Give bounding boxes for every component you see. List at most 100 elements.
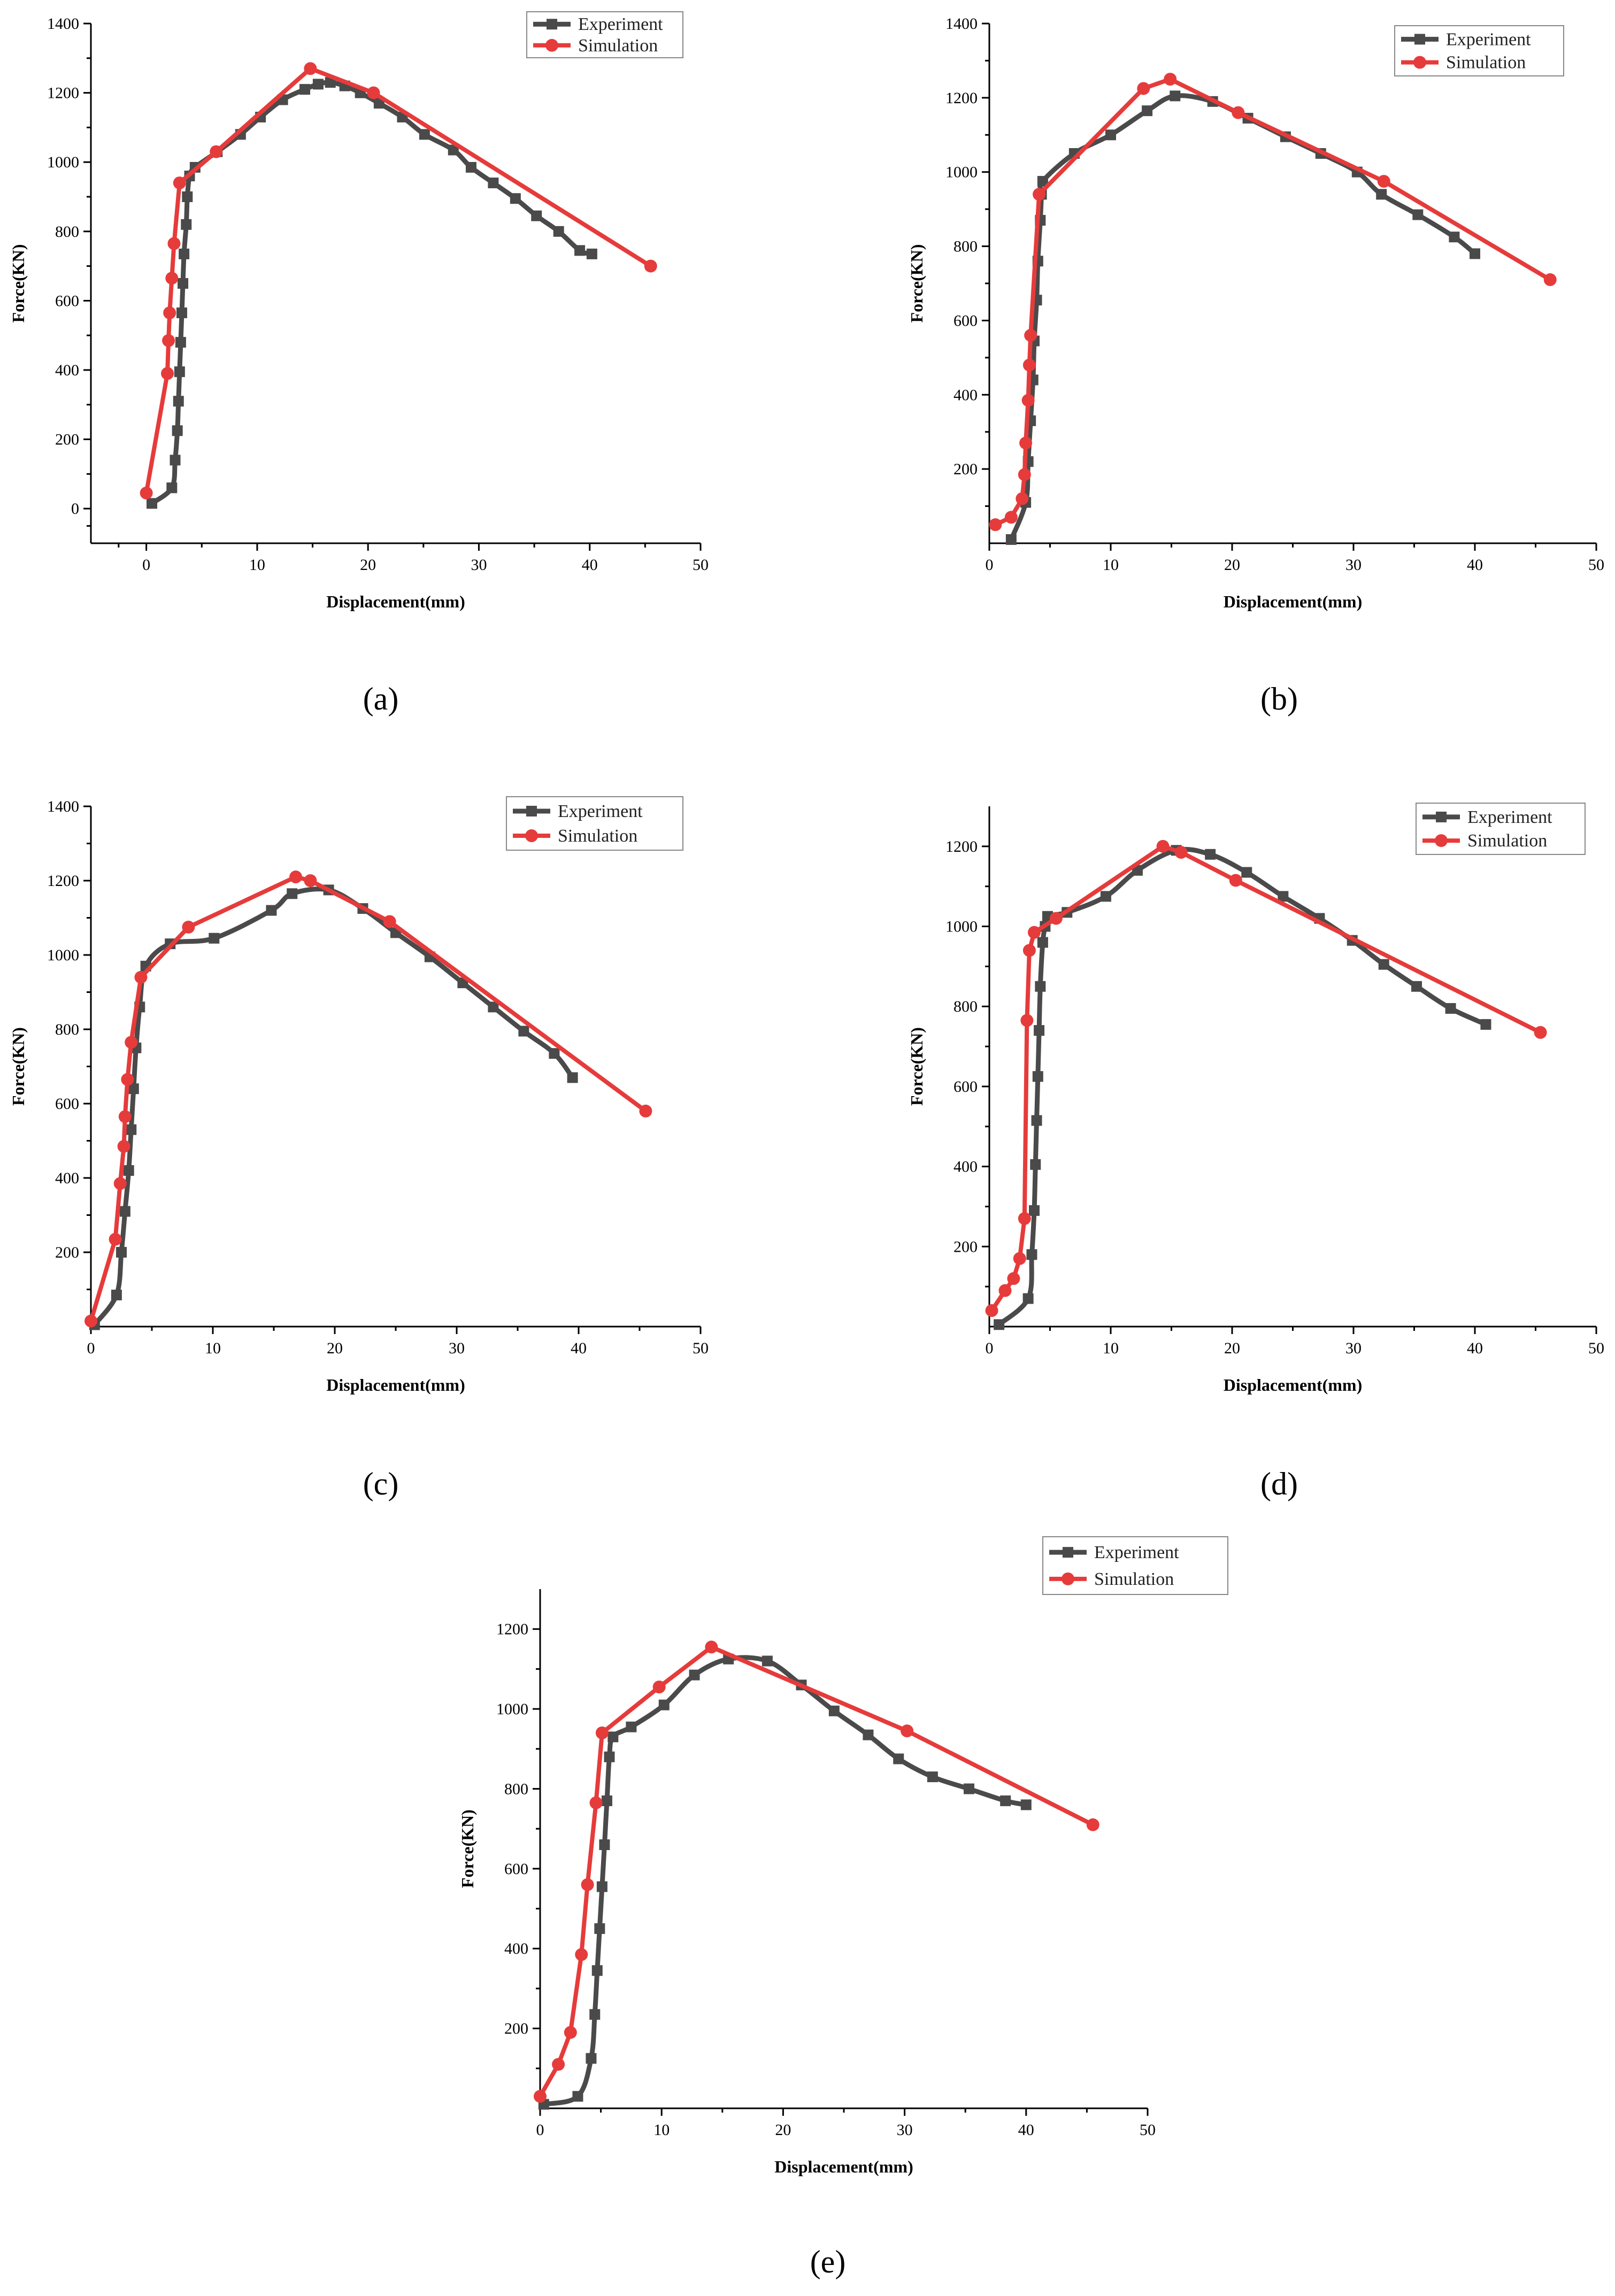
simulation-marker — [644, 259, 657, 273]
simulation-marker — [173, 176, 186, 190]
y-tick-label: 1200 — [945, 89, 978, 107]
experiment-marker — [572, 2091, 583, 2102]
simulation-marker — [1022, 358, 1036, 372]
y-tick-label: 200 — [953, 460, 978, 478]
x-tick-label: 30 — [1345, 1339, 1362, 1357]
y-tick-label: 800 — [55, 1021, 79, 1038]
simulation-marker — [1013, 1252, 1026, 1265]
experiment-marker — [170, 454, 181, 466]
experiment-marker — [601, 1795, 612, 1806]
y-tick-label: 1400 — [945, 15, 978, 33]
legend-swatch-marker — [1414, 34, 1425, 45]
experiment-marker — [863, 1729, 874, 1740]
legend-label: Simulation — [1446, 53, 1526, 73]
simulation-marker — [117, 1139, 130, 1153]
simulation-marker — [989, 518, 1002, 531]
experiment-line — [996, 846, 1488, 1327]
simulation-marker — [901, 1724, 914, 1738]
simulation-marker — [1022, 944, 1036, 957]
simulation-marker — [1156, 839, 1170, 853]
legend-item-experiment: Experiment — [513, 802, 643, 821]
legend-swatch-marker — [525, 829, 538, 842]
experiment-marker — [762, 1655, 773, 1667]
y-axis-title: Force(KN) — [9, 1027, 28, 1106]
x-tick-label: 30 — [1345, 556, 1362, 574]
series-experiment — [538, 1653, 1032, 2110]
legend-label: Experiment — [578, 14, 663, 34]
experiment-marker — [1376, 189, 1387, 200]
simulation-marker — [1020, 1014, 1034, 1027]
series-simulation — [140, 62, 657, 500]
legend: Experiment Simulation — [1042, 1536, 1228, 1595]
simulation-marker — [534, 2090, 547, 2103]
simulation-marker — [84, 1314, 97, 1328]
y-tick-label: 800 — [55, 223, 79, 241]
experiment-marker — [927, 1771, 938, 1783]
simulation-marker — [705, 1640, 718, 1654]
experiment-marker — [1000, 1795, 1011, 1806]
experiment-marker — [567, 1072, 578, 1083]
x-tick-label: 50 — [1588, 556, 1604, 574]
series-simulation — [534, 1640, 1099, 2103]
experiment-marker — [488, 1001, 499, 1013]
y-tick-label: 600 — [55, 1095, 79, 1113]
experiment-marker — [574, 245, 586, 256]
panel-label-b: (b) — [1260, 681, 1298, 716]
x-tick-label: 10 — [249, 556, 265, 574]
experiment-marker — [1449, 232, 1460, 243]
experiment-marker — [147, 498, 157, 509]
y-tick-label: 400 — [55, 1169, 79, 1187]
experiment-marker — [173, 396, 184, 407]
x-tick-label: 20 — [1224, 556, 1240, 574]
simulation-marker — [1534, 1026, 1547, 1039]
panel-b: 0 10 20 30 40 50 200 400 600 800 1000 1200 1400 Displ… — [907, 15, 1604, 716]
legend-item-simulation: Simulation — [513, 826, 637, 846]
experiment-marker — [123, 1165, 134, 1176]
panel-a: 0 10 20 30 40 50 0 200 400 600 800 1000 1200 1400 Disp… — [9, 11, 709, 716]
y-tick-label: 1000 — [945, 164, 978, 181]
x-tick-label: 20 — [775, 2121, 791, 2139]
y-tick-label: 200 — [953, 1238, 978, 1255]
experiment-marker — [1032, 1071, 1043, 1082]
experiment-marker — [176, 307, 187, 319]
simulation-marker — [575, 1948, 588, 1961]
simulation-marker — [165, 272, 179, 285]
x-tick-label: 0 — [87, 1339, 95, 1357]
experiment-marker — [604, 1751, 615, 1762]
experiment-marker — [596, 1881, 607, 1892]
simulation-marker — [985, 1304, 998, 1317]
legend-label: Simulation — [1467, 831, 1547, 851]
experiment-line — [1009, 93, 1478, 542]
experiment-marker — [518, 1026, 529, 1037]
experiment-marker — [179, 248, 190, 259]
series-simulation — [985, 839, 1547, 1317]
legend: Experiment Simulation — [1394, 25, 1564, 76]
y-axis-title: Force(KN) — [907, 1027, 926, 1106]
experiment-marker — [1035, 981, 1046, 992]
experiment-line — [149, 80, 595, 506]
y-tick-label: 800 — [504, 1780, 528, 1798]
y-tick-label: 200 — [504, 2020, 528, 2038]
legend-item-simulation: Simulation — [1049, 1569, 1174, 1589]
legend-swatch-marker — [526, 806, 537, 816]
simulation-marker — [1018, 468, 1031, 481]
experiment-marker — [1100, 891, 1111, 902]
experiment-marker — [994, 1319, 1005, 1330]
experiment-marker — [1205, 849, 1216, 860]
experiment-marker — [1028, 1205, 1040, 1216]
legend-swatch-marker — [547, 19, 557, 30]
x-tick-label: 20 — [1224, 1339, 1240, 1357]
experiment-marker — [111, 1289, 122, 1300]
legend-label: Experiment — [558, 802, 643, 821]
experiment-marker — [266, 905, 277, 916]
y-tick-label: 400 — [55, 361, 79, 379]
simulation-marker — [210, 145, 223, 158]
simulation-marker — [1232, 106, 1245, 119]
plot-e: 0 10 20 30 40 50 200 400 600 800 1000 1200 Displacem… — [458, 1536, 1228, 2176]
experiment-marker — [1031, 1115, 1042, 1126]
experiment-marker — [1105, 129, 1116, 141]
legend-swatch-marker — [1062, 1572, 1074, 1585]
simulation-marker — [998, 1284, 1012, 1297]
y-tick-label: 0 — [71, 500, 79, 518]
simulation-marker — [182, 920, 195, 934]
